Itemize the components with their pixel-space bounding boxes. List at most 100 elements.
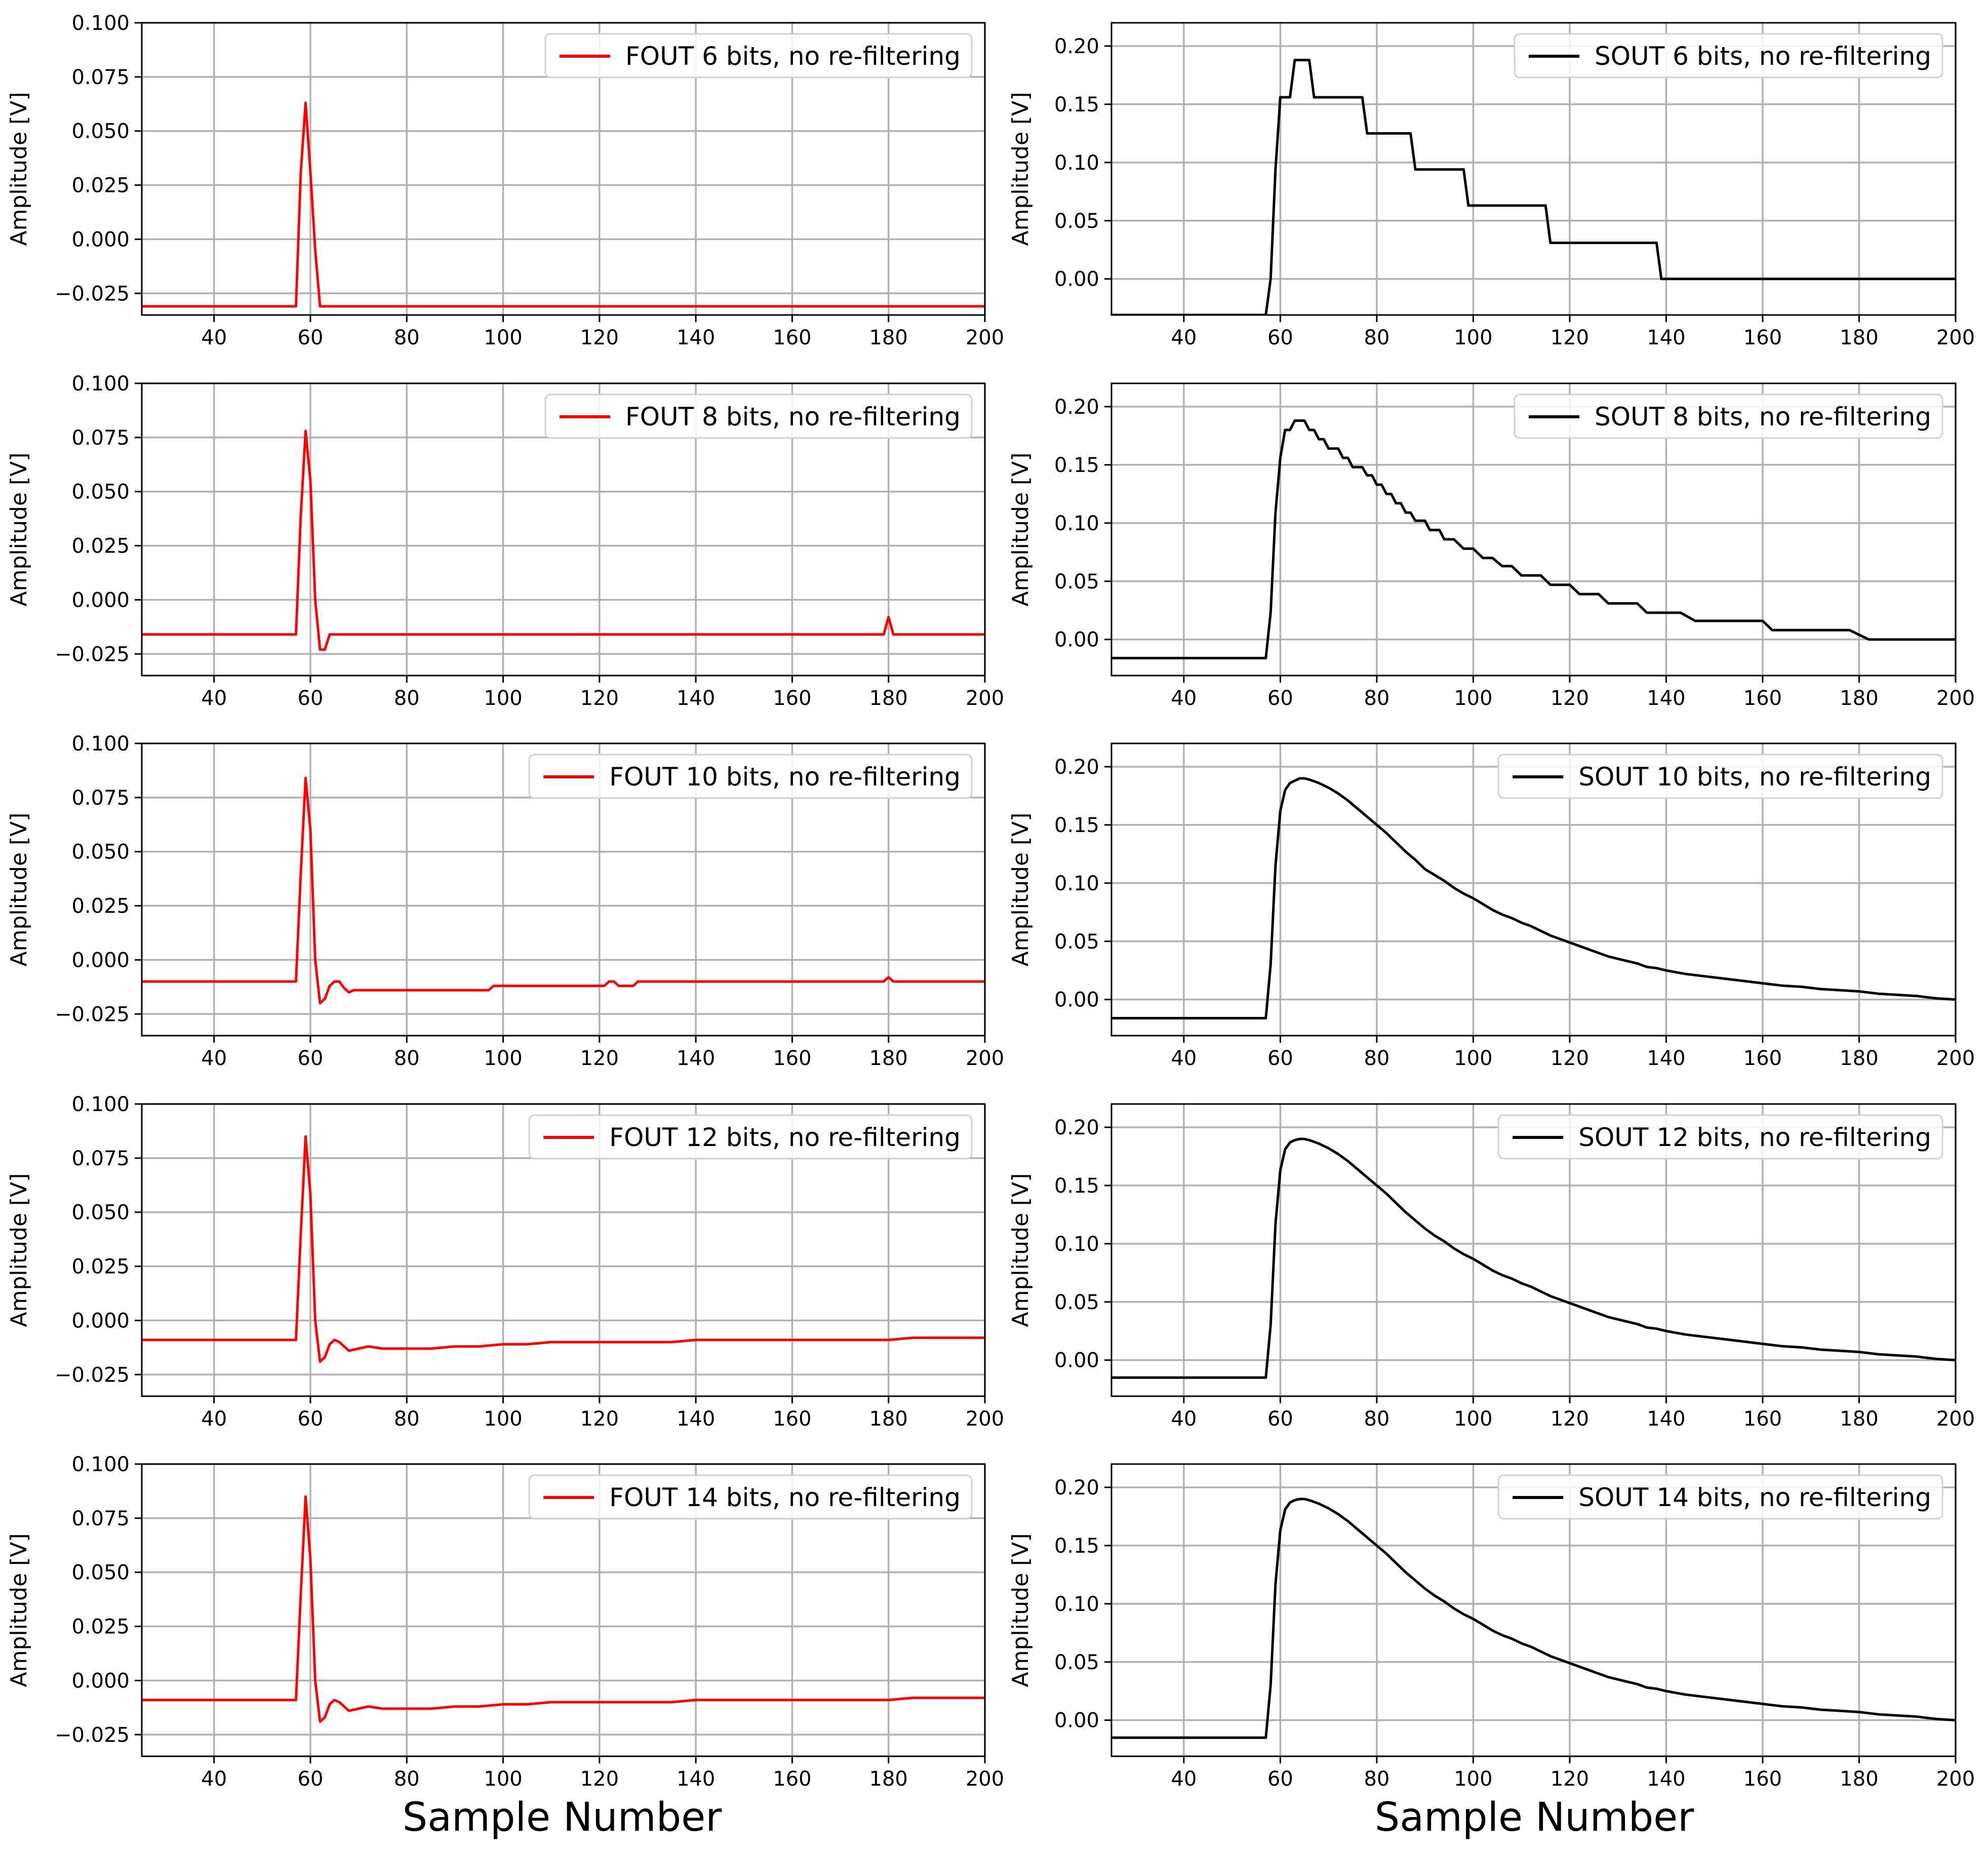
series-line xyxy=(142,101,985,308)
y-tick-label: 0.000 xyxy=(71,1309,130,1332)
x-tick-label: 80 xyxy=(394,326,420,349)
x-tick-label: 40 xyxy=(1171,1047,1197,1070)
subplot-sout-6bit: 40 60 80 100 120 140 160 180 200 0.00 0.05 0.10 0.15… xyxy=(1008,22,1975,349)
subplot-sout-14bit: 40 60 80 100 120 140 160 180 200 0.00 0.05 0.10 0.15… xyxy=(1008,1463,1975,1791)
x-tick-label: 60 xyxy=(298,1767,324,1791)
x-tick-label: 160 xyxy=(773,326,811,349)
x-tick-label: 180 xyxy=(1840,687,1878,710)
x-tick-label: 140 xyxy=(677,1047,715,1070)
y-tick-label: 0.100 xyxy=(71,1093,130,1116)
x-tick-label: 40 xyxy=(1171,687,1197,710)
legend-frame xyxy=(1497,754,1943,799)
x-tick-label: 160 xyxy=(1743,687,1782,710)
legend-label: FOUT 10 bits, no re-filtering xyxy=(609,762,961,792)
x-axis-label-right: Sample Number xyxy=(1375,1795,1695,1840)
y-tick-label: 0.000 xyxy=(71,949,130,972)
x-tick-label: 40 xyxy=(1171,326,1197,349)
legend-label: FOUT 14 bits, no re-filtering xyxy=(609,1483,961,1512)
x-tick-label: 200 xyxy=(966,326,1004,349)
y-tick-label: 0.050 xyxy=(71,1201,130,1225)
x-tick-label: 120 xyxy=(580,1407,619,1431)
x-tick-label: 140 xyxy=(1647,687,1685,710)
legend-label: SOUT 8 bits, no re-filtering xyxy=(1595,402,1931,431)
x-tick-label: 80 xyxy=(1364,326,1389,349)
legend-label: SOUT 12 bits, no re-filtering xyxy=(1578,1123,1931,1152)
legend-frame xyxy=(528,1114,973,1160)
y-tick-label: 0.100 xyxy=(71,1453,130,1476)
y-tick-label: 0.05 xyxy=(1054,930,1099,954)
x-tick-label: 60 xyxy=(1267,1047,1293,1070)
y-tick-label: 0.100 xyxy=(71,732,130,756)
series-line xyxy=(142,1135,985,1363)
y-tick-label: 0.00 xyxy=(1054,628,1099,652)
y-tick-label: −0.025 xyxy=(55,1723,130,1747)
x-tick-label: 80 xyxy=(1364,1407,1389,1431)
x-tick-label: 200 xyxy=(1936,1047,1975,1070)
y-tick-label: 0.20 xyxy=(1054,1476,1099,1500)
x-tick-label: 40 xyxy=(201,1047,227,1070)
legend-frame xyxy=(544,33,973,78)
y-tick-label: −0.025 xyxy=(55,643,130,666)
x-tick-label: 180 xyxy=(869,1407,908,1431)
x-tick-label: 160 xyxy=(1743,1767,1782,1791)
x-tick-label: 60 xyxy=(1267,687,1293,710)
subplot-fout-8bit: 40 60 80 100 120 140 160 180 200 −0.025 0.000 0.025… xyxy=(6,372,1004,710)
legend: SOUT 6 bits, no re-filtering xyxy=(1514,33,1943,78)
x-tick-label: 140 xyxy=(677,1767,715,1791)
y-tick-label: 0.10 xyxy=(1054,872,1099,895)
x-tick-label: 100 xyxy=(1454,1407,1492,1431)
x-tick-label: 160 xyxy=(773,1767,811,1791)
legend: FOUT 12 bits, no re-filtering xyxy=(528,1114,973,1160)
subplot-fout-10bit: 40 60 80 100 120 140 160 180 200 −0.025 0.000 0.025… xyxy=(6,732,1004,1070)
legend-frame xyxy=(528,754,973,799)
y-tick-label: 0.00 xyxy=(1054,1349,1099,1372)
subplot-sout-10bit: 40 60 80 100 120 140 160 180 200 0.00 0.05 0.10 0.15… xyxy=(1008,742,1975,1070)
x-tick-label: 160 xyxy=(773,1407,811,1431)
legend-frame xyxy=(1497,1114,1943,1160)
legend-frame xyxy=(1514,393,1943,439)
x-tick-label: 80 xyxy=(1364,1047,1389,1070)
x-tick-label: 180 xyxy=(1840,1047,1878,1070)
x-tick-label: 120 xyxy=(580,1047,619,1070)
x-tick-label: 180 xyxy=(869,1047,908,1070)
x-tick-label: 100 xyxy=(484,1047,522,1070)
x-tick-label: 140 xyxy=(677,687,715,710)
subplot-fout-14bit: 40 60 80 100 120 140 160 180 200 −0.025 0.000 0.025… xyxy=(6,1453,1004,1791)
y-tick-label: 0.20 xyxy=(1054,1116,1099,1139)
legend: SOUT 8 bits, no re-filtering xyxy=(1514,393,1943,439)
legend-frame xyxy=(544,393,973,439)
x-tick-label: 60 xyxy=(1267,1407,1293,1431)
x-tick-label: 200 xyxy=(1936,1767,1975,1791)
y-tick-label: 0.20 xyxy=(1054,396,1099,419)
legend-frame xyxy=(1514,33,1943,78)
y-tick-label: 0.025 xyxy=(71,895,130,918)
y-axis-label: Amplitude [V] xyxy=(1008,1173,1033,1327)
legend: FOUT 14 bits, no re-filtering xyxy=(528,1474,973,1520)
x-tick-label: 120 xyxy=(1550,326,1589,349)
x-tick-label: 80 xyxy=(394,1767,420,1791)
legend-label: SOUT 14 bits, no re-filtering xyxy=(1578,1483,1931,1512)
x-tick-label: 200 xyxy=(1936,687,1975,710)
x-tick-label: 120 xyxy=(580,326,619,349)
y-tick-label: 0.050 xyxy=(71,1561,130,1585)
x-tick-label: 200 xyxy=(1936,326,1975,349)
subplot-sout-12bit: 40 60 80 100 120 140 160 180 200 0.00 0.05 0.10 0.15… xyxy=(1008,1103,1975,1431)
x-tick-label: 200 xyxy=(966,1407,1004,1431)
x-tick-label: 180 xyxy=(1840,1407,1878,1431)
y-axis-label: Amplitude [V] xyxy=(6,453,32,607)
series-line xyxy=(142,429,985,651)
legend: SOUT 14 bits, no re-filtering xyxy=(1497,1474,1943,1520)
y-tick-label: 0.000 xyxy=(71,588,130,612)
subplot-fout-12bit: 40 60 80 100 120 140 160 180 200 −0.025 0.000 0.025… xyxy=(6,1093,1004,1431)
axes-frame xyxy=(141,1463,986,1757)
x-tick-label: 100 xyxy=(484,687,522,710)
axes-frame xyxy=(141,382,986,677)
subplot-fout-6bit: 40 60 80 100 120 140 160 180 200 −0.025 0.000 0.025… xyxy=(6,12,1004,349)
series-line xyxy=(1111,419,1956,659)
x-tick-label: 200 xyxy=(966,1047,1004,1070)
x-tick-label: 60 xyxy=(1267,326,1293,349)
x-tick-label: 200 xyxy=(966,687,1004,710)
axes-frame xyxy=(1110,1103,1957,1397)
y-tick-label: 0.000 xyxy=(71,1669,130,1692)
